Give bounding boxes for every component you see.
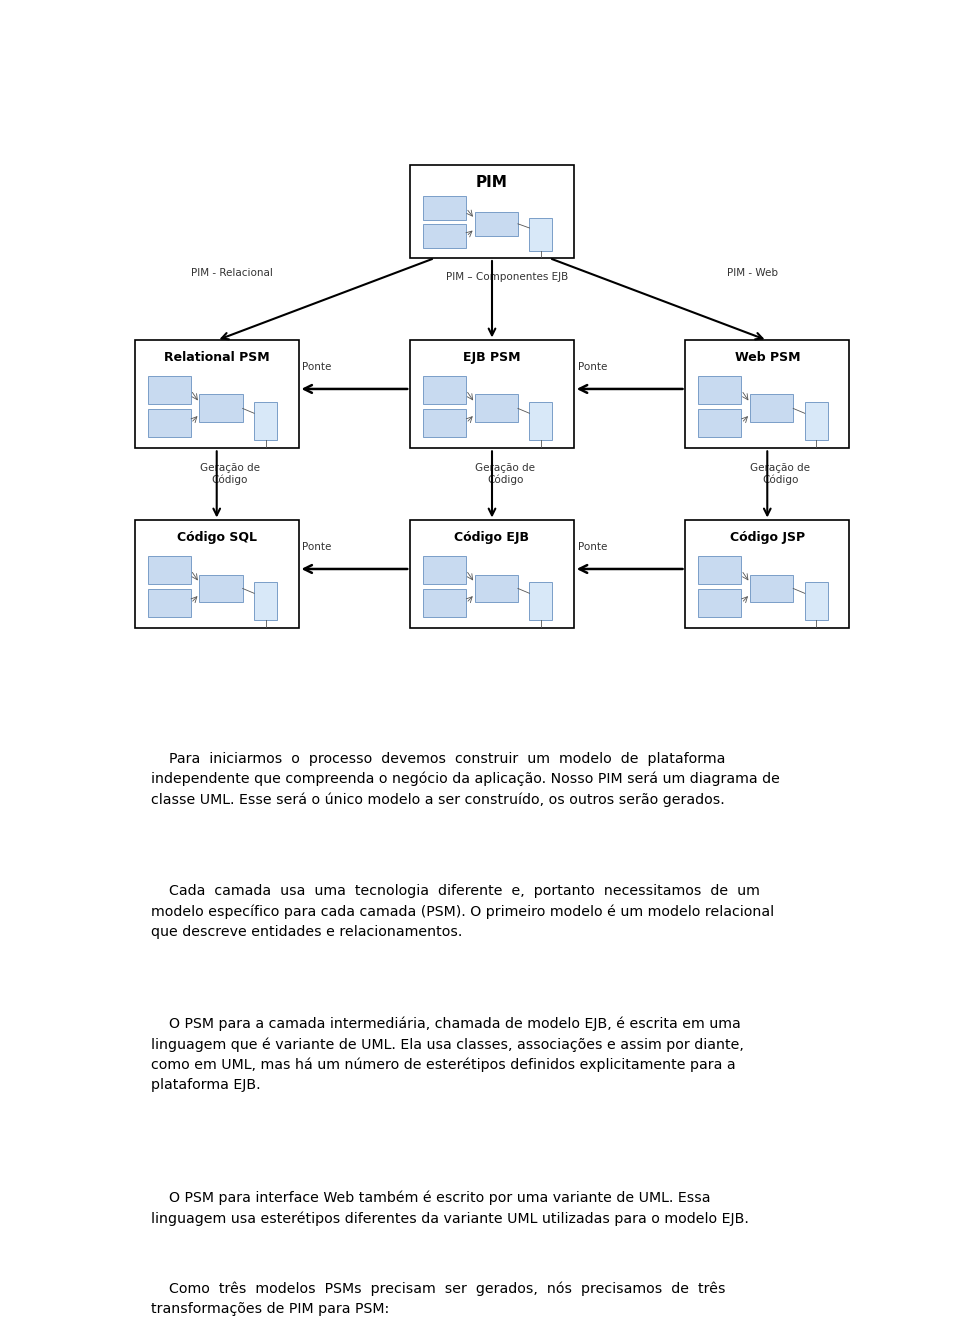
Bar: [474, 394, 518, 422]
Bar: [474, 212, 518, 235]
Bar: [134, 341, 299, 449]
Bar: [148, 409, 191, 437]
Bar: [698, 556, 741, 584]
Bar: [698, 409, 741, 437]
Text: O PSM para a camada intermediária, chamada de modelo EJB, é escrita em uma
lingu: O PSM para a camada intermediária, chama…: [152, 1017, 744, 1092]
Text: O PSM para interface Web também é escrito por uma variante de UML. Essa
linguage: O PSM para interface Web também é escrit…: [152, 1190, 749, 1226]
Text: Web PSM: Web PSM: [734, 351, 800, 365]
Text: PIM: PIM: [476, 175, 508, 190]
Text: Código SQL: Código SQL: [177, 532, 256, 544]
Text: Relational PSM: Relational PSM: [164, 351, 270, 365]
Text: Geração de
Código: Geração de Código: [200, 464, 260, 485]
Text: Ponte: Ponte: [578, 362, 607, 373]
Bar: [804, 402, 828, 440]
Bar: [254, 402, 277, 440]
Bar: [200, 394, 243, 422]
Bar: [530, 582, 553, 620]
Bar: [148, 556, 191, 584]
Bar: [474, 574, 518, 603]
Text: Geração de
Código: Geração de Código: [751, 464, 810, 485]
Text: Código JSP: Código JSP: [730, 532, 804, 544]
Bar: [148, 589, 191, 617]
Bar: [148, 377, 191, 403]
Bar: [698, 589, 741, 617]
Text: Ponte: Ponte: [578, 542, 607, 552]
Bar: [422, 196, 466, 220]
Bar: [530, 218, 553, 251]
Text: Código EJB: Código EJB: [454, 532, 530, 544]
Bar: [685, 521, 849, 628]
Text: PIM - Relacional: PIM - Relacional: [191, 269, 273, 278]
Bar: [410, 341, 574, 449]
Bar: [254, 582, 277, 620]
Bar: [410, 166, 574, 258]
Text: Ponte: Ponte: [302, 542, 331, 552]
Text: PIM – Componentes EJB: PIM – Componentes EJB: [445, 271, 568, 282]
Bar: [422, 224, 466, 248]
Bar: [422, 409, 466, 437]
Bar: [422, 556, 466, 584]
Text: Ponte: Ponte: [302, 362, 331, 373]
Text: Como  três  modelos  PSMs  precisam  ser  gerados,  nós  precisamos  de  três
tr: Como três modelos PSMs precisam ser gera…: [152, 1283, 726, 1316]
Text: EJB PSM: EJB PSM: [464, 351, 520, 365]
Bar: [685, 341, 849, 449]
Bar: [200, 574, 243, 603]
Text: PIM - Web: PIM - Web: [727, 269, 778, 278]
Bar: [530, 402, 553, 440]
Text: Geração de
Código: Geração de Código: [475, 464, 535, 485]
Bar: [750, 574, 793, 603]
Bar: [422, 377, 466, 403]
Text: Para  iniciarmos  o  processo  devemos  construir  um  modelo  de  plataforma
in: Para iniciarmos o processo devemos const…: [152, 752, 780, 807]
Text: Cada  camada  usa  uma  tecnologia  diferente  e,  portanto  necessitamos  de  u: Cada camada usa uma tecnologia diferente…: [152, 884, 775, 939]
Bar: [410, 521, 574, 628]
Bar: [134, 521, 299, 628]
Bar: [698, 377, 741, 403]
Bar: [750, 394, 793, 422]
Bar: [422, 589, 466, 617]
Bar: [804, 582, 828, 620]
